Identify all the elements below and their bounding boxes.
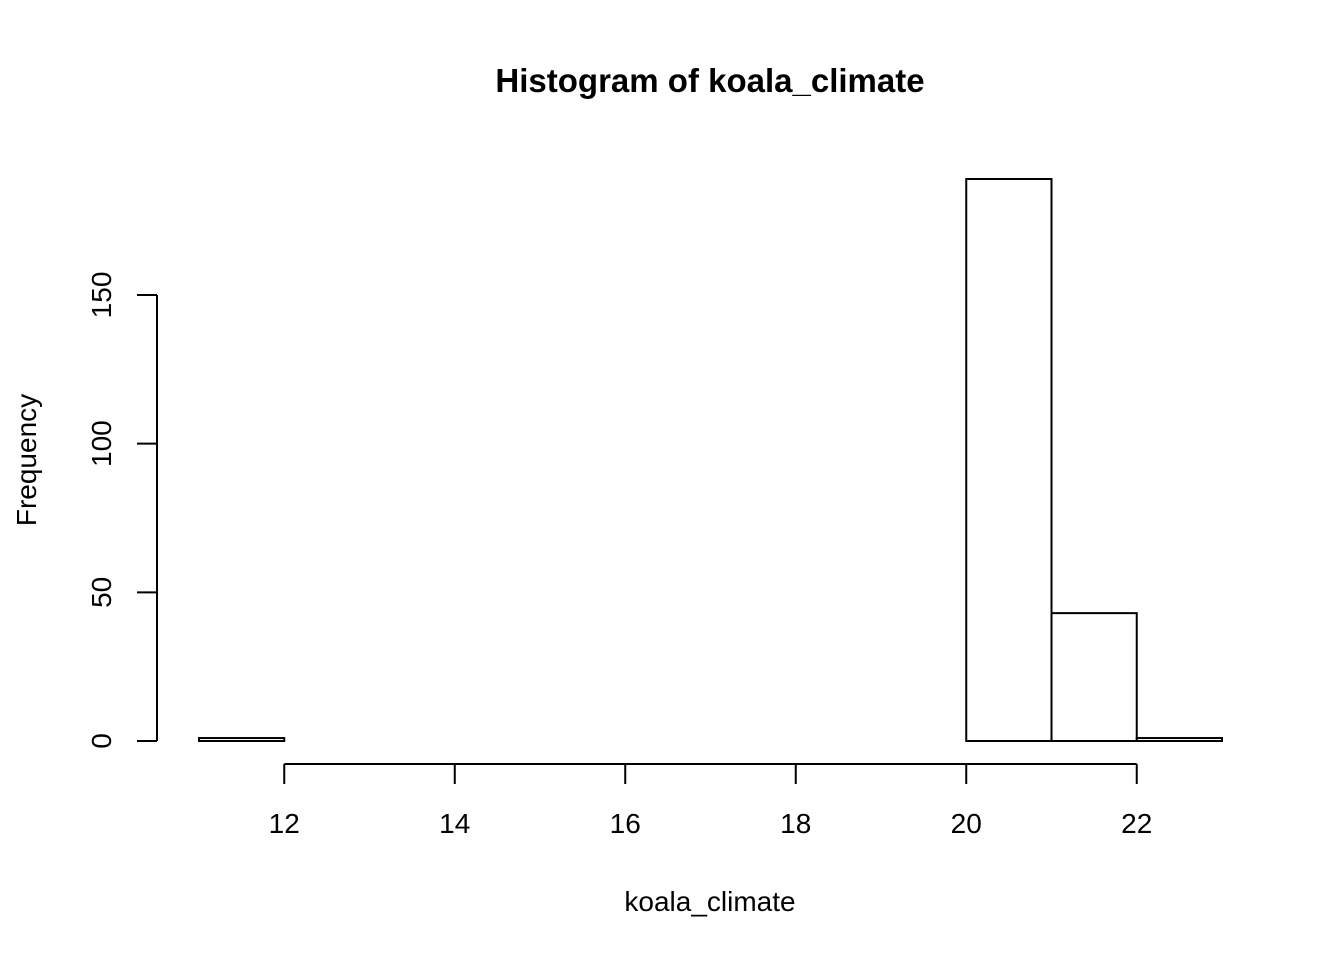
y-tick-label-1: 50 xyxy=(86,577,117,608)
chart-title: Histogram of koala_climate xyxy=(495,62,924,99)
histogram-bar-9 xyxy=(965,178,1053,742)
x-tick-label-2: 16 xyxy=(610,808,641,839)
y-tick-label-3: 150 xyxy=(86,272,117,319)
bars-layer xyxy=(198,178,1223,743)
histogram-bar-11 xyxy=(1135,737,1223,742)
histogram-bar-10 xyxy=(1050,612,1138,743)
y-tick-label-2: 100 xyxy=(86,420,117,467)
y-axis: 0 50 100 150 xyxy=(86,272,158,749)
x-axis-label: koala_climate xyxy=(624,886,795,917)
histogram-bar-0 xyxy=(198,737,286,742)
x-axis: 12 14 16 18 20 22 xyxy=(269,763,1152,839)
x-tick-label-5: 22 xyxy=(1121,808,1152,839)
x-tick-label-1: 14 xyxy=(439,808,470,839)
x-tick-label-3: 18 xyxy=(780,808,811,839)
x-tick-label-4: 20 xyxy=(951,808,982,839)
x-tick-label-0: 12 xyxy=(269,808,300,839)
y-axis-label: Frequency xyxy=(11,394,42,526)
y-tick-label-0: 0 xyxy=(86,733,117,749)
